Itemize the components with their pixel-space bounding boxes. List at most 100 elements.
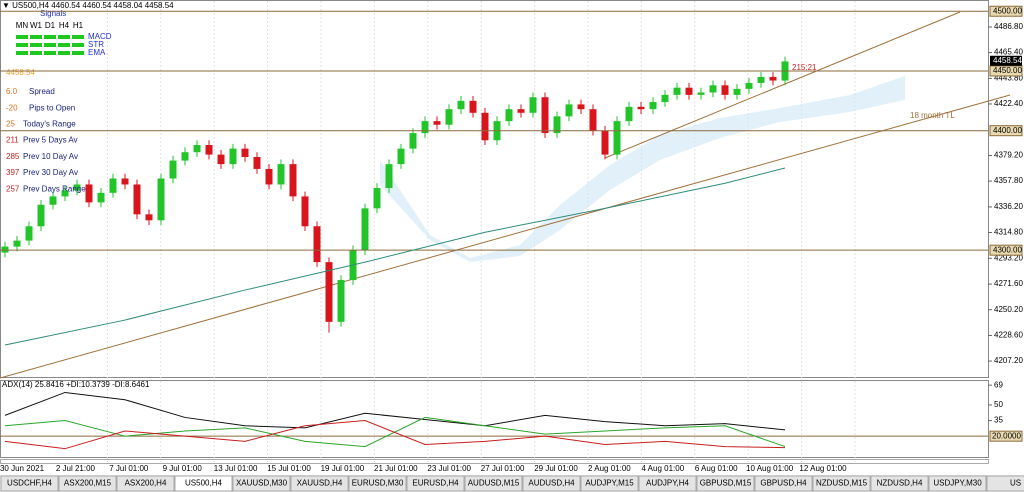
- tab-label[interactable]: GBPUSD,M15: [700, 479, 752, 488]
- candle-body: [229, 148, 237, 165]
- tab-label[interactable]: AUDJPY,M15: [585, 479, 634, 488]
- level-tag: [989, 5, 1023, 17]
- tab-label[interactable]: ASX200,H4: [125, 479, 167, 488]
- tab[interactable]: [290, 475, 349, 492]
- tab-label[interactable]: NZDUSD,H4: [877, 479, 923, 488]
- trendline-18-month: [0, 94, 1011, 379]
- candle-body: [373, 188, 381, 209]
- x-tick-label: 2 Jul 21:00: [56, 464, 96, 473]
- candle-body: [241, 148, 249, 157]
- info-value: 6.0: [6, 87, 18, 96]
- signal-dash: [72, 35, 84, 39]
- level-label: 4450.00: [993, 66, 1022, 75]
- tab[interactable]: [928, 475, 987, 492]
- indicator-tick-label: 50: [994, 400, 1003, 409]
- tab-label[interactable]: ASX200,M15: [64, 479, 112, 488]
- x-tick-label: 6 Aug 01:00: [695, 464, 738, 473]
- candle-body: [25, 226, 33, 241]
- tab[interactable]: [406, 475, 465, 492]
- candle-body: [733, 88, 741, 95]
- tab[interactable]: [58, 475, 117, 492]
- tab[interactable]: [0, 475, 59, 492]
- tab[interactable]: [580, 475, 639, 492]
- tab[interactable]: [696, 475, 755, 492]
- signal-dash: [58, 35, 70, 39]
- moving-average: [4, 167, 786, 346]
- tab-label[interactable]: AUDUSD,H4: [528, 479, 575, 488]
- candle-body: [61, 190, 69, 197]
- candle-body: [625, 106, 633, 122]
- y-tick-label: 4422.40: [994, 99, 1023, 108]
- candle-body: [433, 121, 441, 125]
- tab[interactable]: [522, 475, 581, 492]
- tab-label[interactable]: EURUSD,H4: [412, 479, 459, 488]
- tab[interactable]: [174, 475, 233, 492]
- trendline-short: [604, 11, 961, 159]
- x-tick-label: 10 Aug 01:00: [746, 464, 794, 473]
- candle-body: [301, 196, 309, 227]
- tab[interactable]: [812, 475, 871, 492]
- candle-body: [217, 154, 225, 165]
- candle-body: [637, 106, 645, 110]
- tab-label[interactable]: US500,H4: [185, 479, 222, 488]
- indicator-name: MACD: [88, 32, 112, 41]
- tab-label[interactable]: US: [1010, 479, 1021, 488]
- candle-body: [457, 100, 465, 110]
- candle-body: [589, 109, 597, 131]
- indicator-frame: [0, 380, 989, 458]
- candle-body: [517, 109, 525, 113]
- candle-body: [661, 94, 669, 103]
- candle-body: [445, 109, 453, 125]
- tab-label[interactable]: XAUUSD,H4: [297, 479, 343, 488]
- tab[interactable]: [348, 475, 407, 492]
- candle-body: [541, 97, 549, 134]
- tab[interactable]: [870, 475, 929, 492]
- candle-body: [553, 116, 561, 134]
- candle-body: [97, 192, 105, 203]
- candle-body: [265, 168, 273, 185]
- tab-label[interactable]: AUDUSD,M15: [468, 479, 520, 488]
- candle-body: [37, 204, 45, 227]
- y-tick-label: 4486.80: [994, 22, 1023, 31]
- signal-dash: [30, 43, 42, 47]
- signal-dash: [72, 43, 84, 47]
- level-tag: [989, 125, 1023, 137]
- tab[interactable]: [464, 475, 523, 492]
- candle-body: [481, 112, 489, 141]
- signal-dash: [30, 51, 42, 55]
- info-label: Prev 30 Day Av: [23, 168, 78, 177]
- info-label: Today's Range: [23, 120, 76, 129]
- signals-title: Signals: [40, 9, 66, 18]
- tab-label[interactable]: GBPUSD,H4: [760, 479, 807, 488]
- tab-label[interactable]: USDCHF,H4: [7, 479, 52, 488]
- candle-body: [205, 145, 213, 155]
- tab-label[interactable]: AUDJPY,H4: [646, 479, 690, 488]
- symbol-header: ▼ US500,H4 4460.54 4460.54 4458.04 4458.…: [2, 1, 174, 10]
- tab-label[interactable]: USDJPY,M30: [933, 479, 982, 488]
- tab[interactable]: [754, 475, 813, 492]
- candle-body: [469, 100, 477, 113]
- tab[interactable]: [638, 475, 697, 492]
- current-price-label: 4458.54: [993, 56, 1022, 65]
- info-value: 257: [6, 184, 20, 193]
- tab-label[interactable]: XAUUSD,M30: [236, 479, 288, 488]
- indicator-level-label: 20.0000: [992, 431, 1021, 440]
- level-label: 4500.00: [993, 6, 1022, 15]
- trendline-label: 18 month TL: [910, 111, 955, 120]
- current-price-big: 4458.54: [6, 68, 35, 77]
- tab[interactable]: [116, 475, 175, 492]
- tab-label[interactable]: NZDUSD,M15: [816, 479, 868, 488]
- candle-body: [409, 133, 417, 149]
- candle-body: [757, 76, 765, 83]
- tab[interactable]: [232, 475, 291, 492]
- tab[interactable]: [986, 475, 1024, 492]
- x-tick-label: 12 Aug 01:00: [799, 464, 847, 473]
- candle-body: [337, 280, 345, 322]
- candle-body: [421, 121, 429, 134]
- tab-label[interactable]: EURUSD,M30: [352, 479, 404, 488]
- y-tick-label: 4379.20: [994, 151, 1023, 160]
- candle-body: [697, 92, 705, 95]
- indicator-name: STR: [88, 40, 104, 49]
- info-value: 25: [6, 120, 15, 129]
